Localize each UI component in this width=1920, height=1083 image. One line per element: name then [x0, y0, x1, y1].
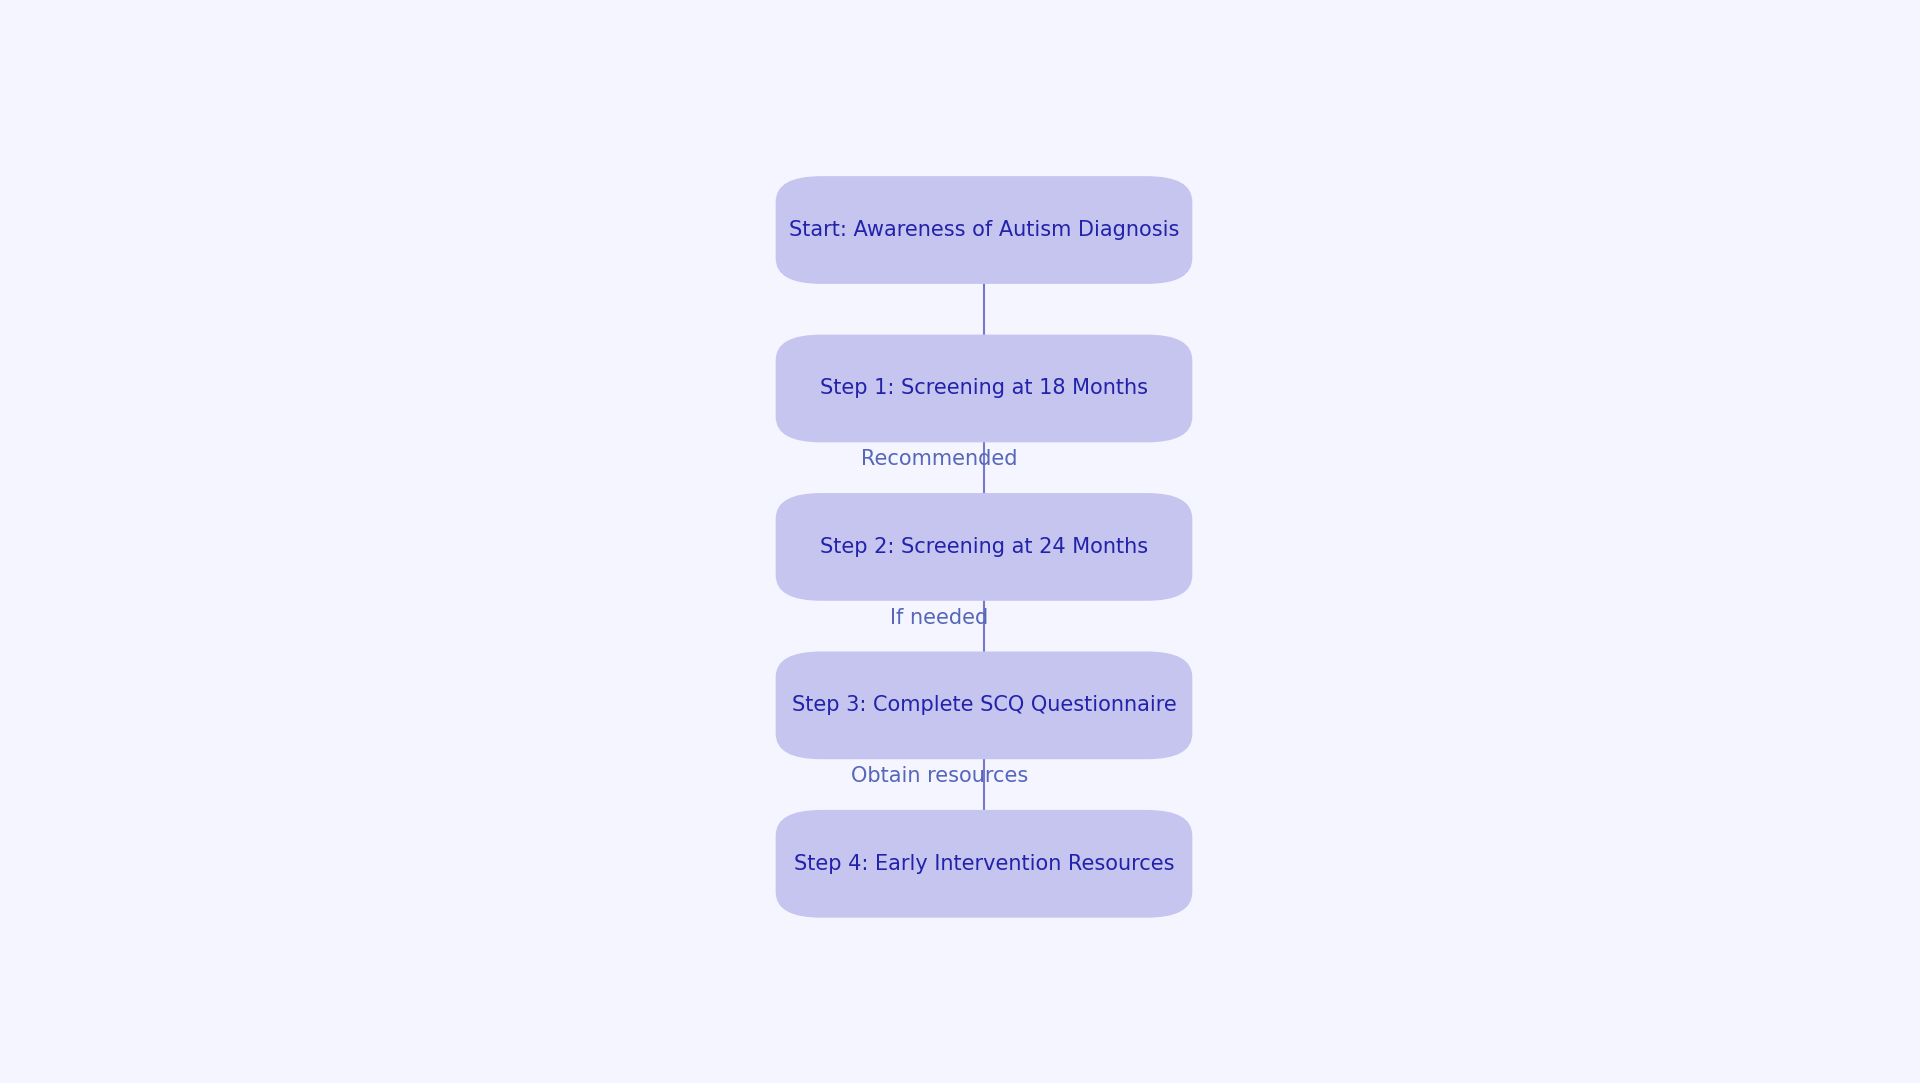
- Text: If needed: If needed: [891, 608, 989, 628]
- FancyBboxPatch shape: [776, 177, 1192, 284]
- FancyBboxPatch shape: [776, 335, 1192, 442]
- Text: Recommended: Recommended: [860, 449, 1018, 469]
- FancyBboxPatch shape: [776, 652, 1192, 759]
- FancyBboxPatch shape: [776, 493, 1192, 601]
- Text: Start: Awareness of Autism Diagnosis: Start: Awareness of Autism Diagnosis: [789, 220, 1179, 240]
- Text: Step 4: Early Intervention Resources: Step 4: Early Intervention Resources: [793, 853, 1175, 874]
- Text: Obtain resources: Obtain resources: [851, 767, 1027, 786]
- FancyBboxPatch shape: [776, 810, 1192, 917]
- Text: Step 2: Screening at 24 Months: Step 2: Screening at 24 Months: [820, 537, 1148, 557]
- Text: Step 1: Screening at 18 Months: Step 1: Screening at 18 Months: [820, 378, 1148, 399]
- Text: Step 3: Complete SCQ Questionnaire: Step 3: Complete SCQ Questionnaire: [791, 695, 1177, 716]
